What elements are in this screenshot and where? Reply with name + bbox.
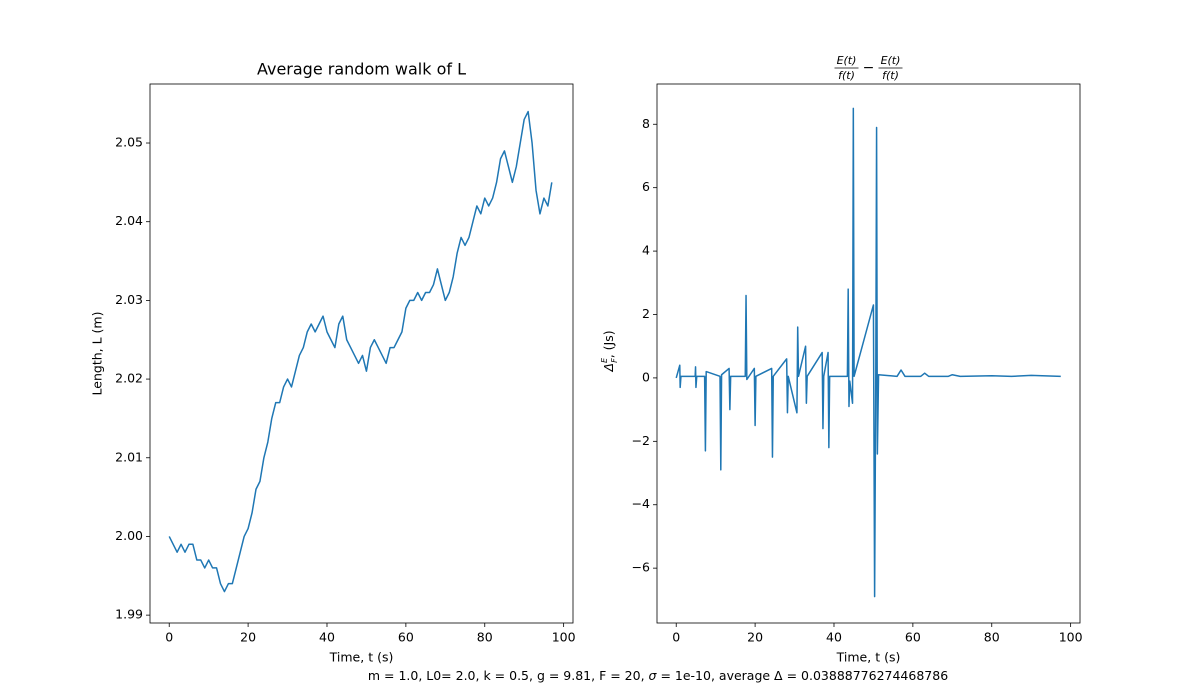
x-tick-label: 80 bbox=[984, 630, 1000, 645]
y-tick-label: 2.04 bbox=[115, 213, 143, 228]
y-tick-label: −4 bbox=[632, 496, 650, 511]
x-tick-label: 40 bbox=[319, 630, 335, 645]
plot-frame bbox=[149, 83, 574, 624]
y-tick-label: 0 bbox=[642, 369, 650, 384]
x-tick-label: 80 bbox=[477, 630, 493, 645]
y-tick-label: 2 bbox=[642, 306, 650, 321]
y-label-sub: F bbox=[610, 358, 619, 363]
x-axis-label: Time, t (s) bbox=[836, 650, 901, 665]
caption-text: = 1e-10, average Δ = 0.03888776274468786 bbox=[656, 668, 948, 683]
x-tick-label: 60 bbox=[905, 630, 921, 645]
y-tick-label: −2 bbox=[632, 433, 650, 448]
y-tick-label: 4 bbox=[642, 243, 650, 258]
y-tick-label: 2.01 bbox=[115, 449, 143, 464]
x-tick-label: 0 bbox=[672, 630, 680, 645]
y-tick-label: 8 bbox=[642, 116, 650, 131]
x-tick-label: 60 bbox=[398, 630, 414, 645]
x-tick-label: 100 bbox=[1059, 630, 1083, 645]
x-tick-label: 20 bbox=[747, 630, 763, 645]
title-numerator: E(t) bbox=[881, 54, 901, 67]
x-tick-label: 100 bbox=[552, 630, 576, 645]
x-tick-label: 0 bbox=[165, 630, 173, 645]
y-tick-label: 2.02 bbox=[115, 371, 143, 386]
caption-symbol: σ bbox=[649, 668, 658, 683]
caption-text: m = 1.0, L0= 2.0, k = 0.5, g = 9.81, F =… bbox=[368, 668, 649, 683]
title-denominator: f(t) bbox=[882, 69, 899, 82]
caption: m = 1.0, L0= 2.0, k = 0.5, g = 9.81, F =… bbox=[368, 668, 948, 683]
y-axis-label: Length, L (m) bbox=[90, 312, 105, 396]
y-axis-label: ΔEF, (Js) bbox=[600, 330, 619, 372]
y-tick-label: 2.05 bbox=[115, 135, 143, 150]
title-operator: − bbox=[863, 60, 875, 76]
x-tick-label: 40 bbox=[826, 630, 842, 645]
title-denominator: f(t) bbox=[838, 69, 855, 82]
data-line bbox=[168, 110, 553, 593]
y-axis-label-text: ΔEF, (Js) bbox=[600, 330, 619, 372]
data-line bbox=[675, 107, 1061, 598]
y-tick-label: −6 bbox=[632, 560, 650, 575]
y-label-sup: E bbox=[600, 357, 609, 363]
y-tick-label: 1.99 bbox=[115, 607, 143, 622]
title-numerator: E(t) bbox=[837, 54, 857, 67]
y-label-rest: , (Js) bbox=[601, 330, 616, 358]
y-tick-label: 2.03 bbox=[115, 292, 143, 307]
x-tick-label: 20 bbox=[240, 630, 256, 645]
y-tick-label: 2.00 bbox=[115, 528, 143, 543]
y-label-symbol: Δ bbox=[601, 363, 616, 373]
plot-frame bbox=[656, 83, 1081, 624]
y-tick-label: 6 bbox=[642, 179, 650, 194]
x-axis-label: Time, t (s) bbox=[329, 650, 394, 665]
chart-title: Average random walk of L bbox=[257, 60, 466, 79]
